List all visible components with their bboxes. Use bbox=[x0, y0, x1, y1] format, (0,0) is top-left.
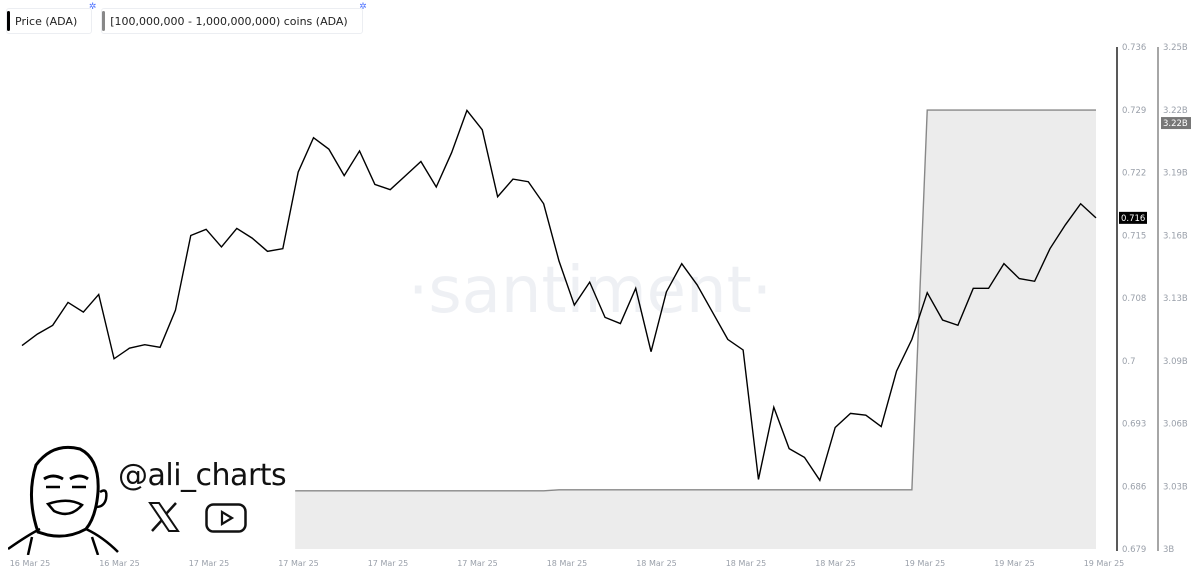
price-current-tag bbox=[1119, 211, 1147, 224]
legend-label: Price (ADA) bbox=[15, 14, 78, 28]
x-tick-label: 19 Mar 25 bbox=[905, 559, 946, 568]
price-tick-label: 0.708 bbox=[1122, 294, 1146, 304]
gear-icon[interactable]: ✲ bbox=[359, 2, 367, 12]
holdings-tick-label: 3.19B bbox=[1163, 169, 1188, 179]
price-tick-label: 0.686 bbox=[1122, 482, 1146, 492]
holdings-current-label: 3.22B bbox=[1163, 119, 1188, 129]
holdings-tick-label: 3.03B bbox=[1163, 482, 1188, 492]
x-tick-label: 19 Mar 25 bbox=[994, 559, 1035, 568]
x-tick-label: 18 Mar 25 bbox=[726, 559, 767, 568]
holdings-tick-label: 3.09B bbox=[1163, 357, 1188, 367]
holdings-line bbox=[295, 109, 1096, 492]
watermark: ·santiment· bbox=[408, 254, 772, 328]
legend-price[interactable]: Price (ADA) ✲ bbox=[6, 2, 96, 34]
price-tick-label: 0.679 bbox=[1122, 545, 1146, 555]
holdings-area bbox=[295, 110, 1097, 549]
price-tick-label: 0.693 bbox=[1122, 420, 1146, 430]
legend: Price (ADA) ✲ [100,000,000 - 1,000,000,0… bbox=[6, 2, 367, 34]
price-tick-label: 0.736 bbox=[1122, 43, 1146, 53]
holdings-tick-label: 3.22B bbox=[1163, 106, 1188, 116]
branding-handle: @ali_charts bbox=[118, 458, 287, 493]
holdings-tick-label: 3.16B bbox=[1163, 231, 1188, 241]
gear-icon[interactable]: ✲ bbox=[88, 2, 97, 12]
x-logo-icon[interactable] bbox=[148, 502, 180, 532]
x-tick-label: 17 Mar 25 bbox=[368, 559, 409, 568]
price-tick-label: 0.715 bbox=[1122, 231, 1146, 241]
holdings-tick-label: 3.06B bbox=[1163, 420, 1188, 430]
x-tick-label: 16 Mar 25 bbox=[99, 559, 140, 568]
holdings-tick-label: 3.13B bbox=[1163, 294, 1188, 304]
price-tick-label: 0.722 bbox=[1122, 169, 1146, 179]
price-tick-label: 0.7 bbox=[1122, 357, 1136, 367]
holdings-current-tag bbox=[1161, 117, 1191, 130]
holdings-tick-label: 3.25B bbox=[1163, 43, 1188, 53]
price-current-label: 0.716 bbox=[1121, 214, 1145, 224]
avatar-illustration bbox=[8, 445, 119, 555]
legend-color-bar bbox=[7, 11, 10, 31]
x-tick-label: 19 Mar 25 bbox=[1084, 559, 1125, 568]
holdings-tick-label: 3B bbox=[1163, 545, 1174, 555]
legend-holdings[interactable]: [100,000,000 - 1,000,000,000) coins (ADA… bbox=[101, 2, 367, 34]
price-line bbox=[21, 108, 1097, 482]
legend-label: [100,000,000 - 1,000,000,000) coins (ADA… bbox=[110, 14, 348, 28]
x-tick-label: 18 Mar 25 bbox=[547, 559, 588, 568]
legend-color-bar bbox=[102, 11, 106, 31]
youtube-icon[interactable] bbox=[205, 503, 247, 533]
x-tick-label: 17 Mar 25 bbox=[457, 559, 498, 568]
x-tick-label: 17 Mar 25 bbox=[189, 559, 230, 568]
x-tick-label: 18 Mar 25 bbox=[636, 559, 677, 568]
x-tick-label: 17 Mar 25 bbox=[278, 559, 319, 568]
x-tick-label: 18 Mar 25 bbox=[815, 559, 856, 568]
x-tick-label: 16 Mar 25 bbox=[10, 559, 51, 568]
price-tick-label: 0.729 bbox=[1122, 106, 1146, 116]
